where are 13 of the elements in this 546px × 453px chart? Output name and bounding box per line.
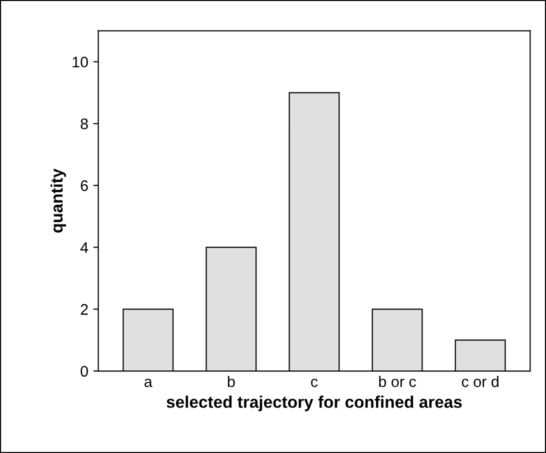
x-tick-label: c or d — [462, 376, 498, 388]
y-axis-title: quantity — [50, 168, 66, 233]
y-tick-label: 2 — [80, 304, 88, 315]
y-tick-label: 4 — [80, 242, 88, 253]
x-tick-label: c — [311, 378, 318, 388]
y-tick-label: 6 — [80, 180, 88, 192]
x-tick-label: a — [144, 378, 152, 388]
y-tick-label: 8 — [80, 118, 88, 130]
x-axis-title: selected trajectory for confined areas — [166, 396, 462, 412]
y-tick-label: 10 — [72, 56, 88, 68]
x-tick-label: b — [228, 376, 235, 388]
y-tick-label: 0 — [80, 366, 88, 377]
x-tick-label: b or c — [379, 376, 416, 388]
